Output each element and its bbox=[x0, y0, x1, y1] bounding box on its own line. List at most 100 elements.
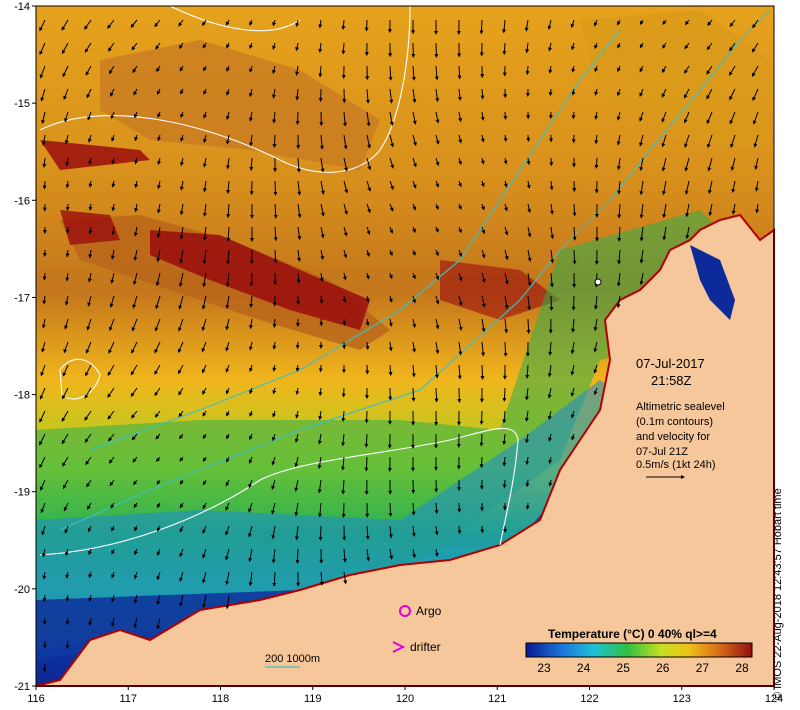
velocity-arrow bbox=[751, 65, 759, 77]
velocity-arrow bbox=[412, 341, 417, 353]
velocity-arrow bbox=[341, 479, 346, 495]
velocity-arrow bbox=[320, 249, 325, 261]
velocity-arrow bbox=[296, 272, 301, 284]
velocity-arrow bbox=[202, 479, 207, 486]
velocity-arrow bbox=[480, 111, 485, 121]
velocity-arrow bbox=[616, 272, 621, 287]
velocity-arrow bbox=[342, 272, 347, 281]
velocity-arrow bbox=[481, 249, 486, 259]
velocity-arrow bbox=[88, 180, 93, 188]
velocity-arrow bbox=[389, 134, 395, 148]
velocity-arrow bbox=[570, 19, 575, 29]
velocity-arrow bbox=[662, 19, 667, 25]
velocity-arrow bbox=[131, 433, 138, 441]
velocity-arrow bbox=[107, 387, 115, 398]
velocity-arrow bbox=[132, 295, 138, 309]
velocity-arrow bbox=[272, 19, 277, 27]
velocity-arrow bbox=[84, 19, 92, 30]
velocity-arrow bbox=[249, 19, 253, 26]
velocity-arrow bbox=[547, 364, 552, 378]
velocity-arrow bbox=[272, 387, 277, 395]
velocity-arrow bbox=[389, 548, 394, 560]
velocity-arrow bbox=[639, 157, 644, 172]
velocity-arrow bbox=[87, 134, 92, 143]
velocity-arrow bbox=[39, 433, 46, 446]
velocity-arrow bbox=[249, 295, 254, 308]
velocity-arrow bbox=[479, 19, 484, 35]
velocity-arrow bbox=[111, 226, 116, 236]
velocity-arrow bbox=[570, 387, 575, 397]
velocity-arrow bbox=[548, 456, 553, 464]
velocity-arrow bbox=[616, 157, 621, 171]
velocity-arrow bbox=[272, 571, 277, 587]
velocity-arrow bbox=[107, 410, 115, 420]
colorbar-title: Temperature (°C) 0 40% ql>=4 bbox=[548, 627, 717, 641]
velocity-arrow bbox=[412, 295, 416, 304]
velocity-arrow bbox=[202, 548, 207, 559]
velocity-arrow bbox=[435, 272, 440, 281]
velocity-arrow bbox=[271, 456, 276, 466]
velocity-arrow bbox=[202, 134, 207, 144]
velocity-arrow bbox=[226, 226, 231, 242]
velocity-arrow bbox=[412, 157, 417, 168]
velocity-arrow bbox=[41, 525, 46, 536]
velocity-arrow bbox=[226, 65, 230, 72]
velocity-arrow bbox=[225, 111, 230, 121]
velocity-arrow bbox=[249, 157, 254, 172]
velocity-arrow bbox=[84, 387, 92, 399]
velocity-arrow bbox=[388, 318, 393, 327]
velocity-arrow bbox=[525, 42, 530, 54]
velocity-arrow bbox=[88, 226, 93, 235]
y-tick-label: -15 bbox=[14, 98, 30, 110]
velocity-arrow bbox=[504, 226, 509, 236]
velocity-arrow bbox=[157, 180, 161, 190]
velocity-arrow bbox=[435, 180, 440, 188]
drifter-marker-icon bbox=[392, 641, 406, 653]
velocity-arrow bbox=[248, 525, 253, 538]
velocity-arrow bbox=[317, 456, 322, 470]
colorbar-tick-label: 23 bbox=[537, 661, 551, 675]
velocity-arrow bbox=[504, 203, 508, 212]
velocity-arrow bbox=[570, 341, 575, 355]
velocity-arrow bbox=[662, 180, 667, 196]
velocity-arrow bbox=[593, 318, 598, 332]
velocity-arrow bbox=[110, 249, 115, 260]
velocity-arrow bbox=[706, 111, 713, 125]
velocity-arrow bbox=[571, 111, 576, 120]
sealevel-contours bbox=[39, 5, 519, 556]
velocity-arrow bbox=[730, 157, 736, 171]
colorbar-tick-label: 28 bbox=[735, 661, 749, 675]
velocity-arrow bbox=[572, 249, 577, 265]
velocity-arrow bbox=[503, 157, 508, 165]
velocity-arrow bbox=[296, 157, 301, 173]
velocity-arrow bbox=[364, 456, 369, 472]
velocity-arrow bbox=[107, 42, 115, 52]
velocity-arrow bbox=[154, 318, 161, 332]
velocity-arrow bbox=[479, 456, 484, 469]
velocity-arrow bbox=[88, 617, 93, 626]
velocity-arrow bbox=[133, 594, 138, 604]
velocity-arrow bbox=[271, 479, 276, 490]
velocity-arrow bbox=[156, 226, 161, 239]
velocity-arrow bbox=[684, 180, 690, 195]
velocity-arrow bbox=[273, 249, 278, 264]
velocity-arrow bbox=[435, 88, 440, 103]
y-axis: -14 -15 -16 -17 -18 -19 -20 -21 bbox=[14, 1, 36, 693]
velocity-arrow bbox=[617, 203, 622, 219]
velocity-arrow bbox=[388, 295, 393, 303]
velocity-arrow bbox=[156, 571, 161, 581]
velocity-arrow bbox=[434, 525, 439, 536]
velocity-arrow bbox=[202, 19, 207, 27]
velocity-arrow bbox=[548, 88, 553, 97]
velocity-arrow bbox=[639, 249, 644, 264]
velocity-arrow bbox=[42, 272, 47, 281]
velocity-arrow bbox=[616, 295, 621, 309]
velocity-arrow bbox=[480, 134, 485, 143]
velocity-arrow bbox=[706, 134, 713, 149]
velocity-arrow bbox=[412, 272, 416, 280]
velocity-arrow bbox=[155, 295, 161, 310]
velocity-arrow bbox=[364, 433, 369, 448]
velocity-arrow bbox=[412, 88, 417, 104]
velocity-arrow bbox=[180, 88, 184, 95]
velocity-arrow bbox=[434, 387, 439, 403]
